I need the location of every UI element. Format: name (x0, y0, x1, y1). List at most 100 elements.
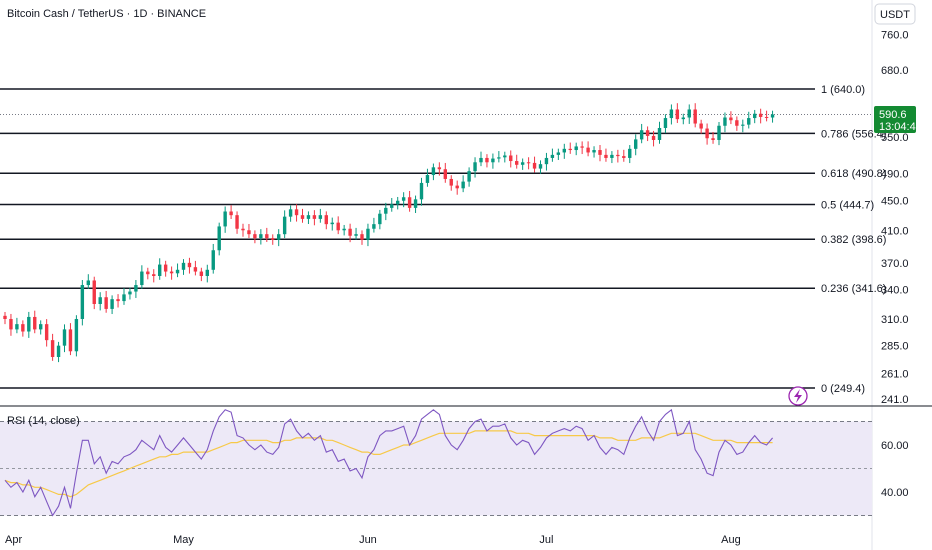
candles (3, 103, 775, 363)
candle-body (56, 345, 61, 357)
rsi-pane[interactable]: RSI (14, close) (0, 408, 872, 517)
candle-body (271, 238, 275, 240)
candle-body (122, 294, 126, 302)
candle-body (437, 167, 442, 170)
fib-level-label: 0.236 (341.6) (821, 283, 886, 295)
candle-body (50, 340, 55, 357)
candle-body (729, 117, 733, 121)
price-tick-label: 410.0 (881, 225, 909, 237)
candle-body (747, 118, 751, 125)
time-tick-label: Jul (539, 534, 553, 546)
candle-body (205, 269, 209, 276)
candle-body (80, 285, 85, 319)
candle-body (449, 178, 453, 186)
candle-body (116, 299, 120, 302)
candle-body (265, 234, 269, 239)
price-axis-ticks: 760.0680.0600.0550.0490.0450.0410.0370.0… (881, 29, 909, 405)
candle-body (187, 262, 192, 268)
price-tick-label: 241.0 (881, 394, 909, 406)
candle-body (312, 215, 317, 219)
candle-body (390, 204, 394, 208)
currency-button[interactable]: USDT (874, 3, 916, 25)
currency-label: USDT (880, 9, 910, 21)
candle-body (384, 207, 388, 214)
candle-body (342, 228, 346, 231)
price-tick-label: 490.0 (881, 169, 909, 181)
price-tick-label: 340.0 (881, 285, 909, 297)
candle-body (663, 118, 668, 128)
candle-body (562, 148, 566, 153)
candle-body (62, 329, 67, 346)
candle-body (515, 161, 519, 165)
candle-body (485, 157, 489, 163)
fib-level-label: 0.5 (444.7) (821, 200, 874, 212)
candle-body (211, 250, 215, 270)
price-tick-label: 680.0 (881, 65, 909, 77)
candle-body (443, 169, 447, 179)
candle-body (253, 234, 257, 239)
candle-body (401, 197, 406, 201)
candle-body (770, 114, 775, 118)
candle-body (717, 125, 721, 140)
candle-body (598, 150, 602, 155)
symbol-title[interactable]: Bitcoin Cash / TetherUS · 1D · BINANCE (7, 8, 206, 20)
candle-body (473, 162, 477, 172)
price-axis[interactable] (872, 0, 932, 550)
price-pane[interactable]: 1 (640.0) 0.786 (556.4) 0.618 (490.8) 0.5 (… (0, 84, 886, 395)
candle-body (21, 324, 25, 332)
candle-body (128, 291, 132, 295)
last-price-tag-bg (874, 106, 916, 133)
candle-body (711, 138, 715, 140)
candle-body (330, 222, 334, 225)
last-price-tag: 590.6 13:04:49 (874, 106, 922, 133)
candle-body (300, 215, 305, 219)
candle-body (491, 158, 495, 163)
candle-body (288, 209, 293, 217)
candle-body (628, 148, 632, 158)
fib-level-label: 1 (640.0) (821, 84, 865, 96)
candle-body (616, 154, 620, 157)
candle-body (110, 299, 114, 309)
candle-body (634, 139, 638, 149)
price-tick-label: 370.0 (881, 258, 909, 270)
fibonacci-retracement[interactable]: 1 (640.0) 0.786 (556.4) 0.618 (490.8) 0.5 (… (0, 84, 886, 395)
candle-body (419, 182, 424, 200)
candle-body (372, 224, 376, 229)
candle-body (455, 185, 459, 189)
candle-body (27, 316, 31, 332)
rsi-line (4, 408, 774, 517)
candle-body (223, 211, 227, 227)
candle-body (568, 148, 572, 151)
candle-body (282, 216, 287, 235)
candle-body (461, 181, 465, 189)
candle-body (104, 297, 108, 309)
candle-body (33, 316, 37, 330)
candle-body (693, 109, 697, 124)
rsi-tick-label: 40.00 (881, 487, 909, 499)
time-tick-label: Jun (359, 534, 377, 546)
candle-body (324, 215, 328, 225)
candle-body (199, 271, 204, 276)
lightning-icon[interactable] (788, 386, 808, 406)
candle-body (74, 318, 79, 352)
candle-body (604, 154, 608, 158)
candle-body (247, 230, 251, 235)
candle-body (348, 228, 352, 236)
rsi-title[interactable]: RSI (14, close) (7, 415, 80, 427)
candle-body (407, 197, 412, 208)
candle-body (669, 109, 674, 119)
candle-body (235, 215, 239, 229)
candle-body (741, 124, 745, 126)
candle-body (181, 262, 186, 270)
candle-body (98, 297, 102, 304)
candle-body (651, 135, 656, 140)
candle-body (360, 234, 364, 240)
candle-body (68, 329, 73, 352)
candle-body (318, 215, 323, 219)
candle-body (3, 315, 7, 319)
price-tick-label: 760.0 (881, 29, 909, 41)
candle-body (574, 146, 578, 151)
candle-body (396, 200, 400, 205)
price-tick-label: 310.0 (881, 314, 909, 326)
